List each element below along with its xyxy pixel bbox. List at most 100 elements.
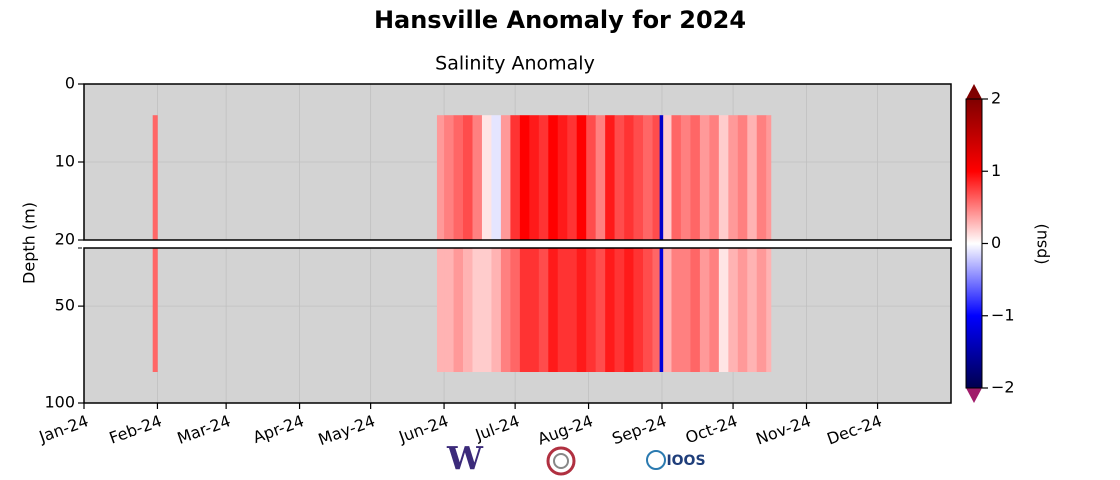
heatmap-cell — [671, 115, 682, 240]
heatmap-cell — [747, 248, 758, 372]
heatmap-cell — [699, 248, 710, 372]
heatmap-cell — [659, 115, 664, 240]
heatmap-cell — [538, 115, 549, 240]
x-tick-label: Sep-24 — [610, 411, 669, 448]
x-tick-label: Nov-24 — [753, 411, 813, 448]
heatmap-cell — [633, 248, 644, 372]
heatmap-cell — [756, 248, 767, 372]
heatmap-cell — [737, 248, 748, 372]
colorbar-label: (psu) — [1032, 223, 1051, 264]
colorbar-tick-label: −2 — [991, 378, 1015, 397]
heatmap-cell — [500, 115, 511, 240]
heatmap-cell — [491, 115, 502, 240]
x-tick-label: Mar-24 — [175, 411, 233, 448]
heatmap-cell — [152, 115, 158, 240]
heatmap-cell — [567, 248, 578, 372]
x-tick-label: Aug-24 — [535, 411, 595, 448]
heatmap-cell — [453, 248, 464, 372]
x-tick-label: Jul-24 — [472, 411, 522, 445]
heatmap-cell — [595, 115, 606, 240]
heatmap-cell — [463, 248, 473, 372]
x-tick-label: Oct-24 — [683, 411, 740, 447]
heatmap-cell — [472, 115, 483, 240]
heatmap-cell — [481, 115, 492, 240]
heatmap-cell — [643, 115, 653, 240]
heatmap-cell — [614, 115, 625, 240]
heatmap-cell — [624, 248, 634, 372]
heatmap-cell — [557, 115, 568, 240]
heatmap-cell — [576, 115, 587, 240]
y-tick-label: 0 — [65, 74, 75, 93]
y-tick-label: 50 — [55, 296, 75, 315]
heatmap-cell — [728, 248, 739, 372]
logo-ioos: IOOS — [666, 453, 705, 469]
heatmap-cell — [586, 115, 596, 240]
colorbar-tick-label: 1 — [991, 161, 1001, 180]
x-tick-label: Jan-24 — [36, 411, 91, 447]
heatmap-cell — [576, 248, 587, 372]
heatmap-cell — [652, 248, 660, 372]
heatmap-cell — [652, 115, 660, 240]
y-tick-label: 10 — [55, 152, 75, 171]
heatmap-cell — [500, 248, 511, 372]
heatmap-cell — [510, 115, 521, 240]
heatmap-cell — [529, 115, 540, 240]
logo-ioos-circle — [646, 450, 666, 470]
heatmap-cell — [680, 115, 691, 240]
heatmap-cell — [548, 248, 559, 372]
x-tick-label: Feb-24 — [107, 411, 165, 447]
heatmap-cell — [519, 248, 530, 372]
x-tick-label: Apr-24 — [250, 411, 306, 447]
logo-seal — [546, 446, 576, 476]
heatmap-cell — [718, 115, 729, 240]
heatmap-cell — [766, 115, 772, 240]
heatmap-cell — [453, 115, 464, 240]
heatmap-cell — [152, 248, 158, 372]
heatmap-cell — [663, 115, 672, 240]
heatmap-cell — [519, 115, 530, 240]
chart-subtitle: Salinity Anomaly — [435, 53, 595, 75]
heatmap-cell — [510, 248, 521, 372]
colorbar-extend-top — [966, 84, 982, 99]
heatmap-cell — [538, 248, 549, 372]
y-axis-label: Depth (m) — [20, 202, 39, 284]
colorbar — [965, 98, 983, 389]
heatmap-cell — [491, 248, 502, 372]
y-tick-label: 100 — [44, 393, 75, 412]
heatmap-cell — [624, 115, 634, 240]
heatmap-cell — [709, 248, 720, 372]
heatmap-cell — [444, 248, 454, 372]
colorbar-tick-label: 2 — [991, 89, 1001, 108]
x-tick-label: Dec-24 — [824, 411, 884, 448]
x-tick-label: May-24 — [316, 411, 378, 449]
heatmap-cell — [643, 248, 653, 372]
heatmap-cell — [529, 248, 540, 372]
heatmap-cell — [436, 248, 445, 372]
heatmap-cell — [586, 248, 596, 372]
x-tick-label: Jun-24 — [395, 411, 450, 447]
heatmap-cell — [557, 248, 568, 372]
heatmap-cell — [747, 115, 758, 240]
heatmap-cell — [472, 248, 483, 372]
heatmap-cell — [737, 115, 748, 240]
heatmap-cell — [756, 115, 767, 240]
heatmap-cell — [436, 115, 445, 240]
heatmap-cell — [481, 248, 492, 372]
heatmap-cell — [671, 248, 682, 372]
chart-title: Hansville Anomaly for 2024 — [374, 6, 746, 34]
colorbar-tick-label: −1 — [991, 305, 1015, 324]
logo-uw: W — [446, 440, 484, 478]
heatmap-cell — [605, 115, 615, 240]
colorbar-tick-label: 0 — [991, 233, 1001, 252]
heatmap-cell — [728, 115, 739, 240]
heatmap-cell — [663, 248, 672, 372]
heatmap-cell — [766, 248, 772, 372]
heatmap-cell — [548, 115, 559, 240]
heatmap-cell — [444, 115, 454, 240]
heatmap-cell — [633, 115, 644, 240]
heatmap-cell — [690, 115, 701, 240]
heatmap-cell — [567, 115, 578, 240]
heatmap-cell — [614, 248, 625, 372]
heatmap-cell — [699, 115, 710, 240]
